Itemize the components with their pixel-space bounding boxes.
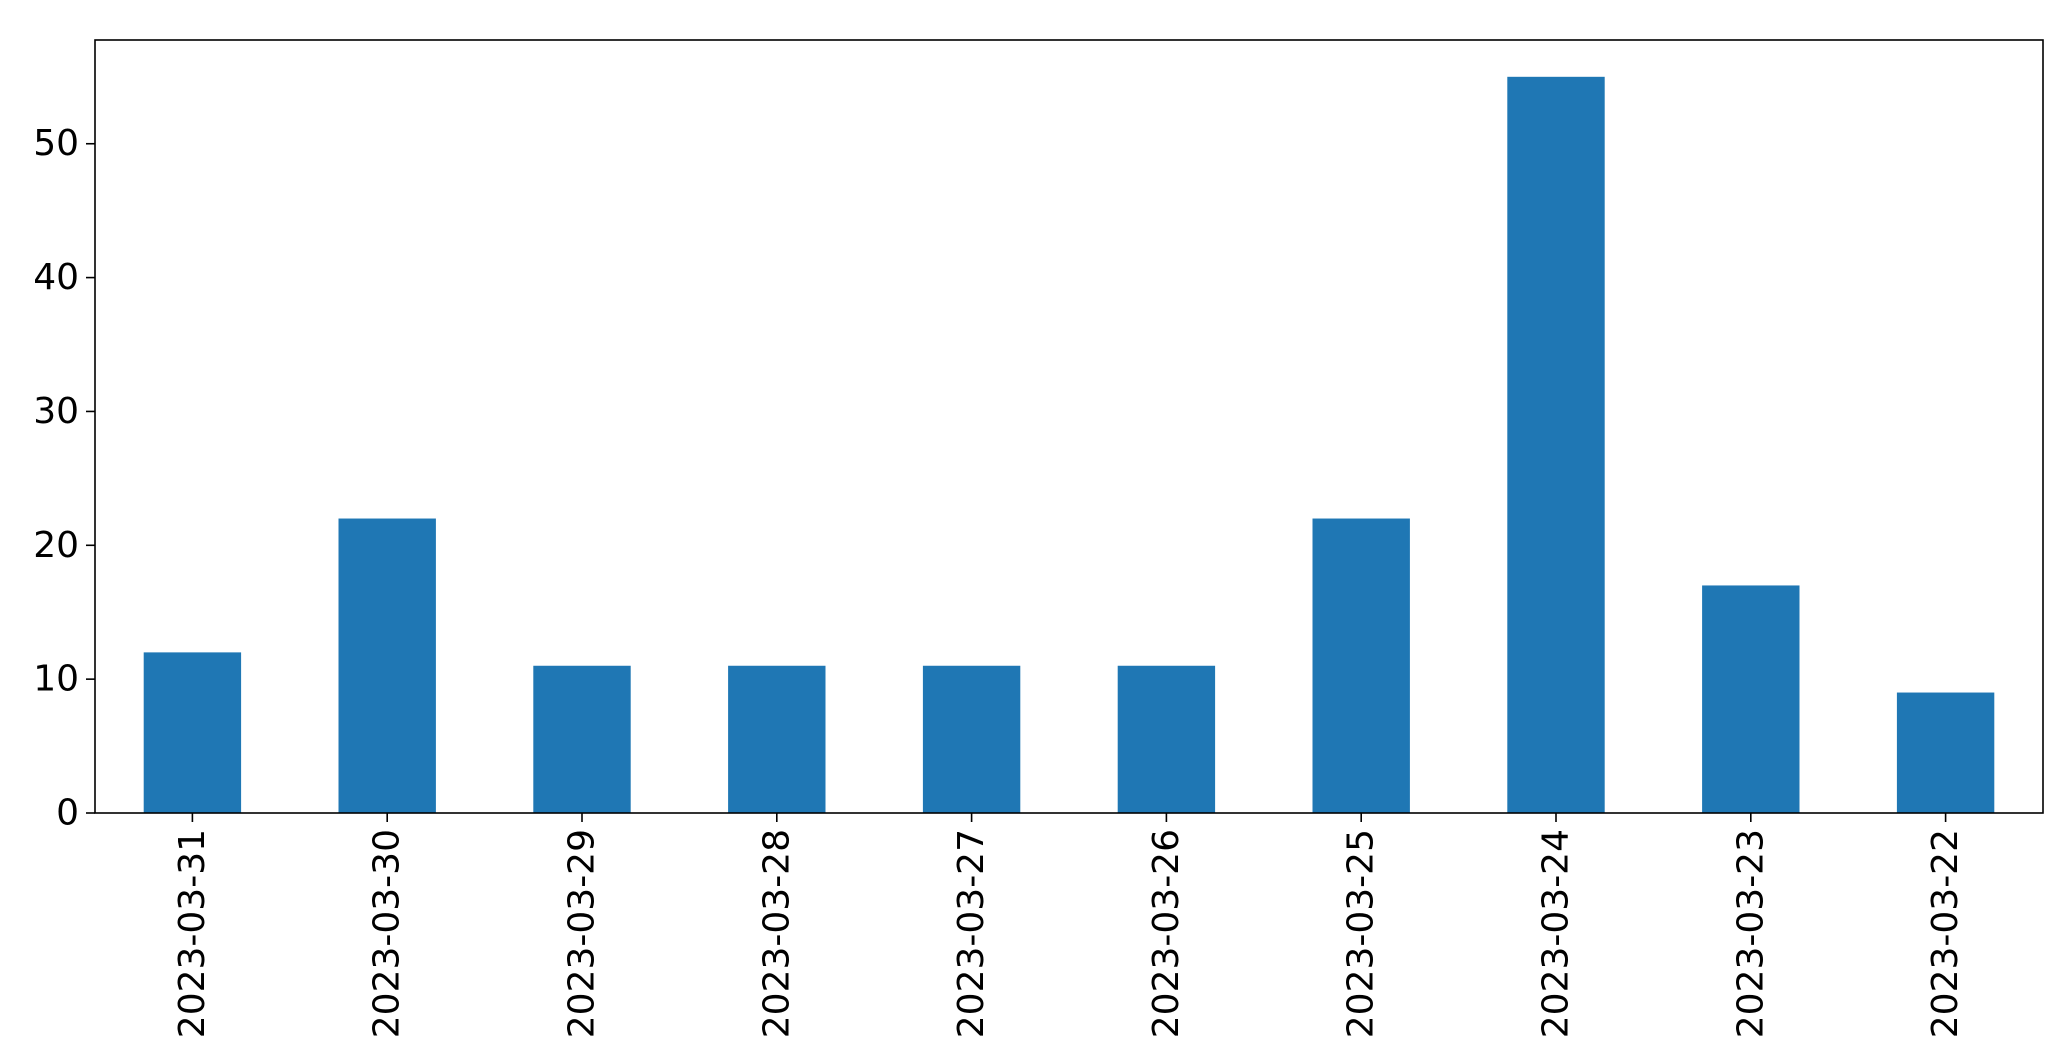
x-tick-label: 2023-03-28 — [756, 829, 797, 1038]
x-axis: 2023-03-31 2023-03-30 2023-03-29 2023-03-28… — [172, 813, 1966, 1038]
x-tick-label: 2023-03-31 — [172, 829, 213, 1038]
x-tick-label: 2023-03-27 — [951, 829, 992, 1038]
bar-2023-03-22 — [1896, 692, 1995, 813]
bar-2023-03-26 — [1117, 665, 1216, 813]
y-tick-label: 50 — [33, 123, 79, 164]
x-tick-label: 2023-03-24 — [1536, 829, 1577, 1038]
bar-2023-03-31 — [143, 652, 242, 813]
plot-frame — [94, 39, 2044, 814]
bar-2023-03-29 — [533, 665, 631, 813]
bars-layer — [143, 76, 1995, 814]
x-tick-label: 2023-03-23 — [1730, 829, 1771, 1038]
y-tick-label: 30 — [33, 391, 79, 432]
bar-2023-03-27 — [922, 665, 1021, 813]
y-tick-label: 20 — [33, 525, 79, 566]
bar-2023-03-24 — [1507, 76, 1605, 814]
bar-2023-03-25 — [1312, 518, 1410, 813]
x-tick-label: 2023-03-25 — [1341, 829, 1382, 1038]
y-tick-label: 0 — [56, 793, 79, 834]
x-tick-label: 2023-03-30 — [367, 829, 408, 1038]
x-tick-label: 2023-03-26 — [1146, 829, 1187, 1038]
y-axis: 0 10 20 30 40 50 — [33, 123, 95, 834]
bar-2023-03-28 — [728, 665, 826, 813]
y-tick-label: 10 — [33, 659, 79, 700]
x-tick-label: 2023-03-22 — [1925, 829, 1966, 1038]
bar-2023-03-23 — [1702, 585, 1800, 813]
bar-2023-03-30 — [338, 518, 436, 813]
y-tick-label: 40 — [33, 257, 79, 298]
x-tick-label: 2023-03-29 — [562, 829, 603, 1038]
